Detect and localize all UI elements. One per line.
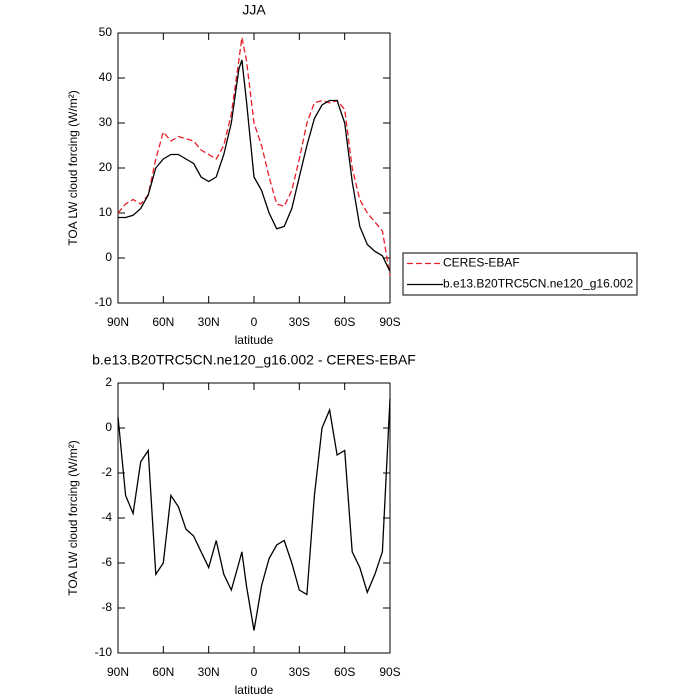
y-tick-label: 10 [99,205,113,219]
legend-label: b.e13.B20TRC5CN.ne120_g16.002 [443,277,633,291]
plot-frame [117,32,391,304]
chart-title: b.e13.B20TRC5CN.ne120_g16.002 - CERES-EB… [92,352,416,368]
line-series [117,37,391,277]
y-tick-label: 0 [105,420,112,434]
x-tick-label: 60N [152,315,174,329]
line-series [117,398,391,631]
y-tick-label: -2 [101,465,112,479]
y-tick-label: -6 [101,555,112,569]
x-tick-label: 30N [198,665,220,679]
x-tick-label: 30S [289,315,310,329]
x-tick-label: 90N [107,315,129,329]
y-tick-label: 50 [99,25,113,39]
legend-box [402,252,638,296]
y-axis-label: TOA LW cloud forcing (W/m²) [66,90,80,246]
y-tick-label: -10 [95,645,113,659]
y-tick-label: 20 [99,160,113,174]
x-tick-label: 60N [152,665,174,679]
y-axis-label: TOA LW cloud forcing (W/m²) [66,440,80,596]
x-tick-label: 0 [251,665,258,679]
y-tick-label: -8 [101,600,112,614]
plot-frame [117,382,391,654]
y-tick-label: 30 [99,115,113,129]
legend-label: CERES-EBAF [443,256,520,270]
x-tick-label: 90S [379,665,400,679]
x-tick-label: 60S [334,315,355,329]
y-tick-label: -4 [101,510,112,524]
y-tick-label: -10 [95,295,113,309]
line-series [118,59,391,272]
x-tick-label: 30S [289,665,310,679]
x-tick-label: 90S [379,315,400,329]
x-axis-label: latitude [235,683,274,697]
x-tick-label: 0 [251,315,258,329]
x-axis-label: latitude [235,333,274,347]
x-tick-label: 30N [198,315,220,329]
x-tick-label: 90N [107,665,129,679]
chart-title: JJA [242,2,266,18]
y-tick-label: 40 [99,70,113,84]
x-tick-label: 60S [334,665,355,679]
y-tick-label: 2 [105,375,112,389]
y-tick-label: 0 [105,250,112,264]
